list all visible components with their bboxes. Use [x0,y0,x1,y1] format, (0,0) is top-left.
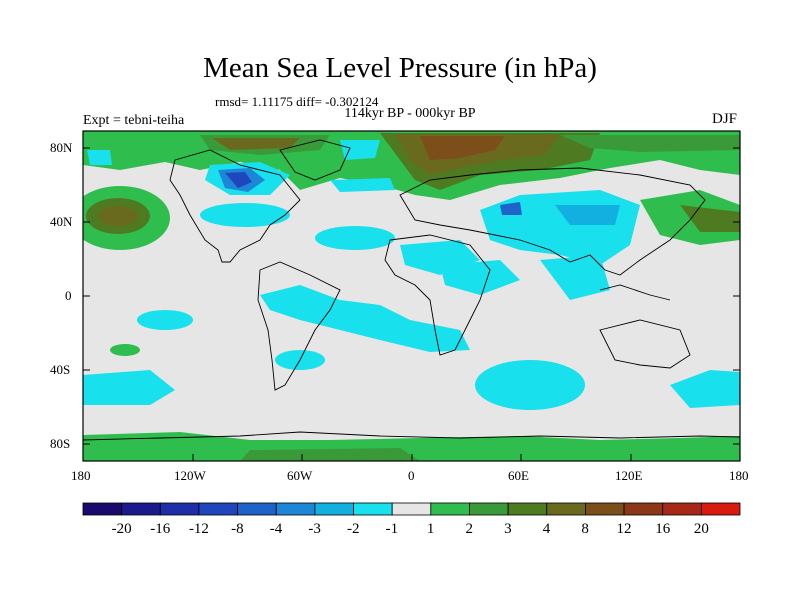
colorbar-label: -1 [385,521,399,537]
colorbar-swatch [585,502,625,516]
colorbar-label: 2 [465,521,473,537]
colorbar-label: 12 [616,521,632,537]
colorbar-swatch [275,502,316,516]
colorbar-swatch [121,502,161,516]
lat-label-40s: 40S [50,362,71,377]
colorbar-swatch [159,502,200,516]
colorbar-swatch [82,502,123,516]
lon-label-120w: 120W [174,468,206,483]
lat-label-40n: 40N [50,214,73,229]
period-label: 114kyr BP - 000kyr BP [344,106,476,121]
colorbar-swatch [353,502,393,516]
axis-ticks [82,147,741,461]
colorbar-label: 1 [426,521,435,537]
lat-label-80n: 80N [50,140,73,155]
lat-label-80s: 80S [50,436,71,451]
colorbar-swatch [507,502,548,516]
lat-label-0: 0 [65,288,72,303]
colorbar-label: -20 [111,521,132,537]
colorbar-swatch [237,502,277,516]
colorbar-label: -2 [347,521,360,537]
stats-label: rmsd= 1.11175 diff= -0.302124 [215,94,379,109]
colorbar-label: 4 [542,521,551,537]
colorbar-swatch [198,502,238,516]
colorbar-label: -4 [269,521,283,537]
colorbar-swatch [469,502,509,516]
colorbar-swatch [700,502,741,516]
colorbar-label: -12 [188,521,209,537]
colorbar-swatch [662,502,702,516]
colorbar-label: 8 [581,521,589,537]
colorbar-swatch [314,502,354,516]
experiment-label: Expt = tebni-teiha [83,113,185,128]
colorbar-label: 20 [693,521,709,537]
pressure-field [83,131,740,461]
lon-label-180e: 180 [729,468,749,483]
colorbar-label: -16 [150,521,171,537]
lon-label-180w: 180 [71,468,91,483]
colorbar [82,502,741,516]
colorbar-swatch [623,502,664,516]
season-label: DJF [712,111,738,127]
colorbar-label: -8 [231,521,244,537]
lon-label-120e: 120E [615,468,643,483]
colorbar-swatch [430,502,470,516]
colorbar-label: 3 [504,521,512,537]
lon-label-60e: 60E [508,468,529,483]
colorbar-swatch [546,502,586,516]
colorbar-label: 16 [655,521,671,537]
colorbar-label: -3 [308,521,321,537]
coastlines [83,139,740,441]
lon-label-60w: 60W [287,468,313,483]
lon-label-0: 0 [408,468,415,483]
colorbar-swatch [391,502,432,516]
map-title: Mean Sea Level Pressure (in hPa) [203,52,597,84]
